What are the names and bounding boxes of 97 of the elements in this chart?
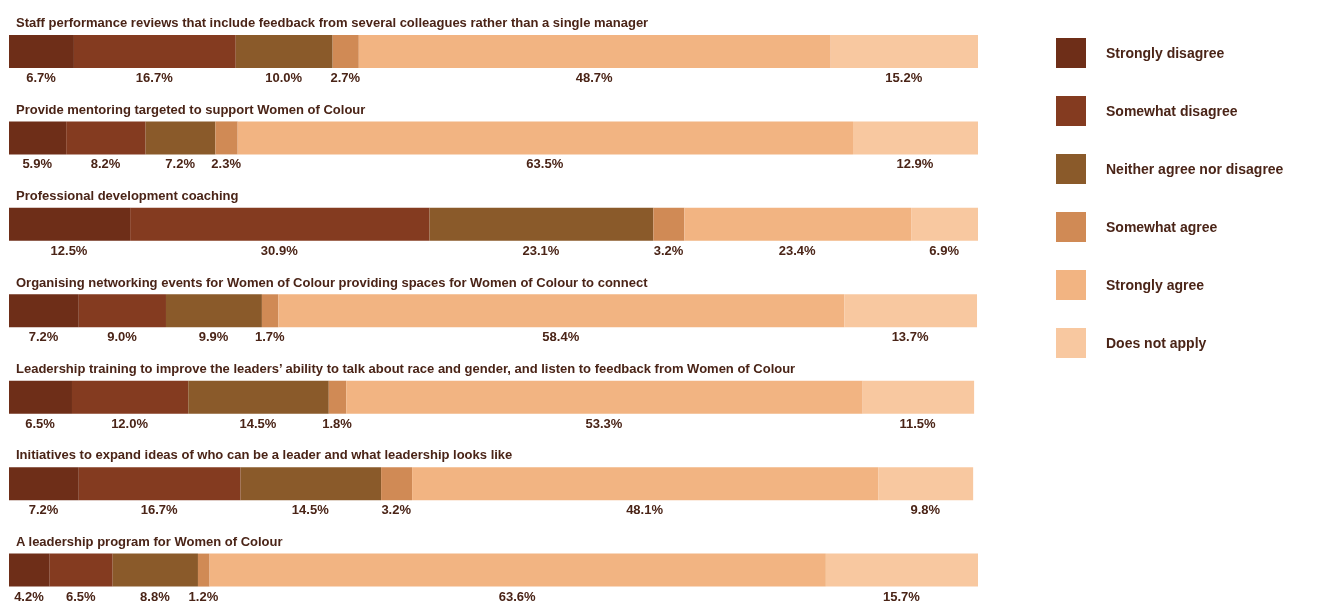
data-label: 63.6%	[498, 588, 537, 604]
data-label: 11.5%	[899, 415, 936, 431]
legend-label: Strongly agree	[1106, 277, 1205, 293]
bar	[66, 121, 146, 155]
y-tick-label: Professional development coaching	[16, 188, 239, 204]
y-tick-label: Leadership training to improve the leaders’ ability to talk about race and gender, and listen to feedback from Women of Colour	[16, 360, 796, 376]
data-label: 8.8%	[140, 588, 171, 604]
bar	[9, 380, 72, 414]
legend-label: Somewhat agree	[1106, 219, 1218, 235]
y-tick-label: Staff performance reviews that include feedback from several colleagues rather than a single manager	[16, 15, 649, 31]
data-label: 5.9%	[22, 156, 53, 172]
data-label: 4.2%	[14, 588, 45, 604]
bar	[328, 380, 347, 414]
bar	[853, 121, 978, 155]
data-label: 7.2%	[28, 502, 59, 518]
bar	[346, 380, 863, 414]
bar	[862, 380, 975, 414]
data-label: 7.2%	[165, 156, 196, 172]
bar	[9, 467, 79, 501]
bar	[188, 380, 329, 414]
data-label: 12.0%	[111, 415, 149, 431]
data-label: 8.2%	[90, 156, 121, 172]
bar	[381, 467, 413, 501]
data-label: 2.7%	[330, 70, 361, 85]
data-label: 23.1%	[522, 242, 560, 258]
data-label: 1.2%	[188, 588, 219, 604]
bar	[9, 35, 74, 68]
bar	[9, 207, 131, 241]
bar	[911, 207, 978, 241]
bar	[197, 553, 210, 587]
data-label: 3.2%	[653, 242, 684, 258]
bar	[278, 294, 845, 328]
bar	[71, 380, 189, 414]
bar	[830, 35, 978, 68]
data-label: 14.5%	[239, 415, 277, 431]
bar	[878, 467, 974, 501]
legend-label: Strongly disagree	[1106, 45, 1225, 61]
bar	[49, 553, 113, 587]
bar	[261, 294, 279, 328]
legend-label: Somewhat disagree	[1106, 103, 1238, 119]
y-tick-label: Provide mentoring targeted to support Women of Colour	[16, 101, 366, 117]
data-label: 15.2%	[885, 70, 923, 85]
data-label: 9.0%	[107, 329, 138, 345]
data-label: 53.3%	[585, 415, 623, 431]
data-label: 15.7%	[882, 588, 921, 604]
bar	[412, 467, 879, 501]
bar	[235, 35, 333, 68]
data-label: 6.9%	[929, 242, 960, 258]
data-label: 14.5%	[291, 502, 330, 518]
legend-label: Neither agree nor disagree	[1106, 161, 1284, 177]
y-tick-label: A leadership program for Women of Colour	[16, 533, 283, 549]
data-label: 48.1%	[626, 502, 664, 518]
data-label: 2.3%	[211, 156, 242, 172]
data-label: 6.5%	[25, 415, 56, 431]
data-label: 7.2%	[28, 329, 59, 345]
data-label: 16.7%	[140, 502, 178, 518]
data-label: 63.5%	[526, 156, 564, 172]
data-label: 12.5%	[50, 242, 88, 258]
data-label: 30.9%	[260, 242, 299, 258]
bar	[209, 553, 826, 587]
data-label: 12.9%	[896, 156, 934, 172]
data-label: 6.5%	[65, 588, 97, 604]
bar	[78, 294, 166, 328]
data-label: 23.4%	[778, 242, 817, 258]
bar	[215, 121, 238, 155]
data-label: 6.7%	[26, 70, 57, 85]
data-label: 58.4%	[542, 329, 580, 345]
bar	[653, 207, 685, 241]
bar	[9, 121, 67, 155]
bar	[332, 35, 359, 68]
data-label: 1.7%	[254, 329, 286, 345]
bar	[240, 467, 382, 501]
bar	[112, 553, 198, 587]
bar	[358, 35, 831, 68]
bar	[165, 294, 262, 328]
bar	[78, 467, 241, 501]
bar	[429, 207, 654, 241]
data-label: 9.9%	[198, 329, 229, 345]
bar	[825, 553, 978, 587]
bar	[237, 121, 853, 155]
data-label: 10.0%	[265, 70, 303, 85]
bar	[73, 35, 236, 68]
bar	[130, 207, 430, 241]
bar	[145, 121, 216, 155]
data-label: 13.7%	[891, 329, 929, 345]
y-tick-label: Organising networking events for Women of Colour providing spaces for Women of Colour to connect	[16, 274, 649, 290]
bar	[9, 294, 79, 328]
bar	[684, 207, 912, 241]
bar	[844, 294, 978, 328]
y-tick-label: Initiatives to expand ideas of who can be a leader and what leadership looks like	[16, 447, 513, 463]
data-label: 16.7%	[135, 70, 174, 85]
legend-label: Does not apply	[1106, 335, 1207, 351]
bar	[9, 553, 50, 587]
data-label: 1.8%	[322, 415, 353, 431]
data-label: 48.7%	[575, 70, 614, 85]
data-label: 9.8%	[910, 502, 941, 518]
data-label: 3.2%	[381, 502, 412, 518]
